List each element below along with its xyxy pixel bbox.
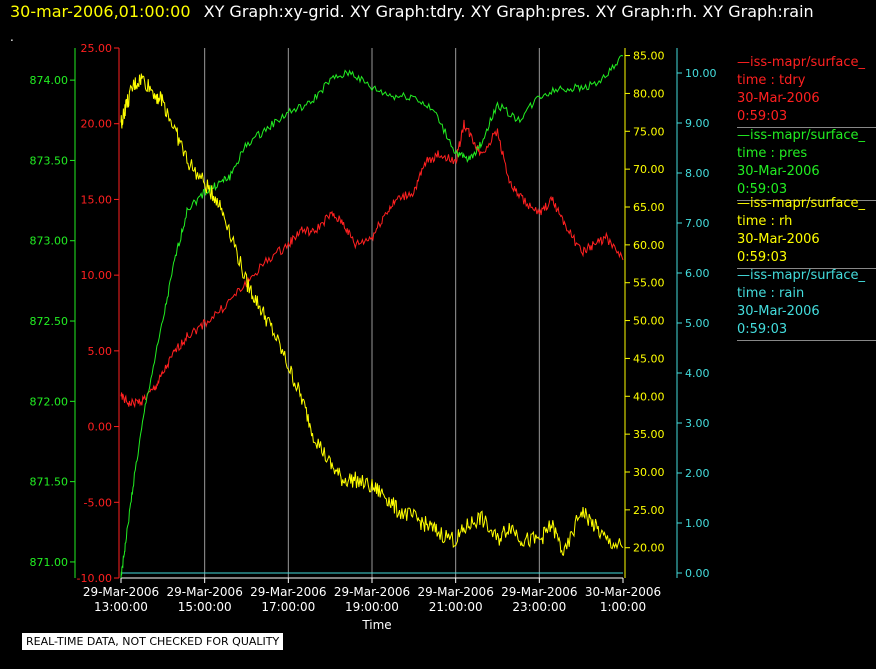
- tdry-tick-label: 15.00: [81, 193, 113, 206]
- legend-series-date: 30-Mar-2006: [737, 304, 820, 319]
- rh-tick-label: 30.00: [633, 466, 665, 479]
- x-tick-label-date: 30-Mar-2006: [585, 585, 661, 599]
- rain-tick-label: 4.00: [685, 367, 710, 380]
- rh-tick-label: 50.00: [633, 315, 665, 328]
- x-tick-label-time: 13:00:00: [94, 600, 148, 614]
- legend-series-name: —iss-mapr/surface_: [737, 268, 866, 283]
- legend-series-date: 30-Mar-2006: [737, 91, 820, 106]
- rh-tick-label: 45.00: [633, 352, 665, 365]
- tdry-tick-label: -5.00: [84, 496, 112, 509]
- x-tick-label-time: 23:00:00: [512, 600, 566, 614]
- quality-banner: REAL-TIME DATA, NOT CHECKED FOR QUALITY: [21, 632, 285, 651]
- legend-entry-rh: —iss-mapr/surface_ time : rh 30-Mar-2006…: [737, 195, 876, 269]
- legend-series-var: time : tdry: [737, 73, 806, 88]
- pres-tick-label: 872.50: [30, 315, 69, 328]
- legend-series-var: time : pres: [737, 146, 808, 161]
- header-timestamp: 30-mar-2006,01:00:00: [10, 2, 191, 21]
- rain-tick-label: 3.00: [685, 417, 710, 430]
- rh-tick-label: 60.00: [633, 239, 665, 252]
- x-tick-label-date: 29-Mar-2006: [501, 585, 577, 599]
- header-titles: XY Graph:xy-grid. XY Graph:tdry. XY Grap…: [203, 2, 814, 21]
- rain-tick-label: 6.00: [685, 267, 710, 280]
- tdry-tick-label: -10.00: [77, 572, 112, 585]
- tdry-tick-label: 20.00: [81, 118, 113, 131]
- rh-tick-label: 85.00: [633, 50, 665, 63]
- x-tick-label-time: 1:00:00: [600, 600, 646, 614]
- x-tick-label-time: 15:00:00: [178, 600, 232, 614]
- x-tick-label-date: 29-Mar-2006: [417, 585, 493, 599]
- pres-tick-label: 871.00: [30, 556, 69, 569]
- pres-tick-label: 873.50: [30, 154, 69, 167]
- rain-tick-label: 0.00: [685, 567, 710, 580]
- legend-series-date: 30-Mar-2006: [737, 164, 820, 179]
- x-tick-label-date: 29-Mar-2006: [83, 585, 159, 599]
- legend-entry-rain: —iss-mapr/surface_ time : rain 30-Mar-20…: [737, 267, 876, 341]
- x-tick-label-date: 29-Mar-2006: [166, 585, 242, 599]
- status-dot: .: [10, 30, 14, 44]
- pres-tick-label: 872.00: [30, 395, 69, 408]
- pres-tick-label: 871.50: [30, 476, 69, 489]
- x-tick-label-time: 17:00:00: [261, 600, 315, 614]
- rh-tick-label: 65.00: [633, 201, 665, 214]
- rain-tick-label: 2.00: [685, 467, 710, 480]
- tdry-tick-label: 0.00: [88, 421, 113, 434]
- x-tick-label-time: 19:00:00: [345, 600, 399, 614]
- legend-series-date: 30-Mar-2006: [737, 232, 820, 247]
- tdry-tick-label: 5.00: [88, 345, 113, 358]
- rh-tick-label: 20.00: [633, 542, 665, 555]
- series-line-rh: [120, 73, 624, 556]
- rh-tick-label: 35.00: [633, 428, 665, 441]
- legend-entry-tdry: —iss-mapr/surface_ time : tdry 30-Mar-20…: [737, 54, 876, 128]
- legend-series-name: —iss-mapr/surface_: [737, 55, 866, 70]
- legend-series-var: time : rh: [737, 214, 793, 229]
- rh-tick-label: 70.00: [633, 163, 665, 176]
- tdry-tick-label: 10.00: [81, 269, 113, 282]
- rain-tick-label: 10.00: [685, 67, 717, 80]
- rh-tick-label: 75.00: [633, 125, 665, 138]
- series-line-tdry: [120, 119, 624, 409]
- chart-header: 30-mar-2006,01:00:00 XY Graph:xy-grid. X…: [10, 2, 814, 21]
- legend-series-time: 0:59:03: [737, 250, 788, 265]
- rh-tick-label: 80.00: [633, 87, 665, 100]
- rain-tick-label: 5.00: [685, 317, 710, 330]
- tdry-tick-label: 25.00: [81, 42, 113, 55]
- rain-tick-label: 7.00: [685, 217, 710, 230]
- x-axis-label: Time: [361, 618, 391, 632]
- legend-series-time: 0:59:03: [737, 322, 788, 337]
- rain-tick-label: 8.00: [685, 167, 710, 180]
- rh-tick-label: 55.00: [633, 277, 665, 290]
- x-tick-label-date: 29-Mar-2006: [250, 585, 326, 599]
- legend-series-var: time : rain: [737, 286, 805, 301]
- pres-tick-label: 873.00: [30, 235, 69, 248]
- legend-entry-pres: —iss-mapr/surface_ time : pres 30-Mar-20…: [737, 127, 876, 201]
- rh-tick-label: 25.00: [633, 504, 665, 517]
- legend-series-name: —iss-mapr/surface_: [737, 128, 866, 143]
- rain-tick-label: 1.00: [685, 517, 710, 530]
- rain-tick-label: 9.00: [685, 117, 710, 130]
- legend-series-time: 0:59:03: [737, 109, 788, 124]
- legend-series-time: 0:59:03: [737, 182, 788, 197]
- legend-series-name: —iss-mapr/surface_: [737, 196, 866, 211]
- pres-tick-label: 874.00: [30, 74, 69, 87]
- rh-tick-label: 40.00: [633, 390, 665, 403]
- series-line-pres: [120, 54, 624, 579]
- x-tick-label-date: 29-Mar-2006: [334, 585, 410, 599]
- x-tick-label-time: 21:00:00: [429, 600, 483, 614]
